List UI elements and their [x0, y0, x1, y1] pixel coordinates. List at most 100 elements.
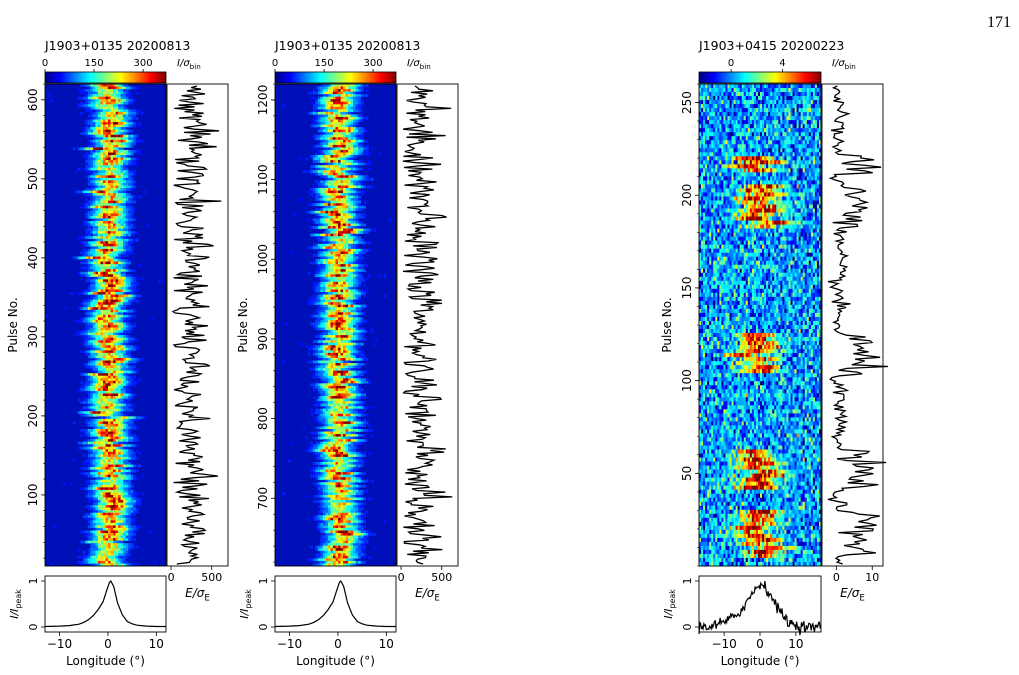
heatmap-cell [82, 398, 86, 402]
heatmap-cell [90, 449, 94, 453]
heatmap-cell [113, 302, 116, 306]
heatmap-cell [120, 510, 124, 514]
heatmap-cell [105, 251, 109, 255]
heatmap-cell [140, 111, 144, 115]
heatmap-cell [135, 500, 139, 503]
heatmap-cell [353, 84, 356, 87]
heatmap-cell [108, 560, 111, 564]
heatmap-cell [92, 137, 96, 141]
heatmap-cell [108, 464, 111, 468]
heatmap-cell [113, 365, 116, 369]
heatmap-cell [120, 312, 124, 316]
heatmap-cell [115, 322, 119, 326]
heatmap-cell [125, 451, 129, 455]
heatmap-cell [100, 373, 104, 377]
heatmap-cell [335, 203, 339, 207]
heatmap-cell [97, 233, 101, 237]
heatmap-cell [330, 109, 334, 113]
heatmap-cell [100, 340, 104, 344]
heatmap-cell [120, 276, 124, 280]
heatmap-cell [123, 350, 126, 354]
heatmap-cell [133, 294, 137, 298]
heatmap-cell [105, 172, 109, 176]
heatmap-cell [345, 114, 349, 118]
heatmap-cell [100, 413, 104, 417]
heatmap-cell [360, 220, 364, 224]
heatmap-cell [90, 94, 94, 97]
heatmap-cell [80, 104, 84, 108]
heatmap-cell [133, 99, 137, 103]
heatmap-cell [105, 335, 109, 338]
heatmap-cell [85, 444, 89, 448]
heatmap-cell [317, 233, 321, 237]
heatmap-cell [332, 208, 336, 212]
heatmap-cell [110, 147, 114, 151]
heatmap-cell [315, 106, 319, 110]
heatmap-cell [118, 302, 121, 306]
heatmap-cell [123, 218, 126, 222]
heatmap-cell [92, 342, 96, 346]
heatmap-cell [118, 266, 121, 270]
heatmap-cell [332, 84, 336, 87]
heatmap-cell [327, 218, 331, 222]
heatmap-cell [118, 413, 121, 417]
heatmap-cell [317, 195, 321, 199]
heatmap-cell [95, 86, 99, 90]
heatmap-cell [95, 535, 99, 539]
heatmap-cell [110, 188, 114, 191]
heatmap-cell [130, 177, 134, 181]
heatmap-cell [90, 492, 94, 496]
heatmap-cell [108, 390, 111, 394]
heatmap-cell [358, 162, 362, 166]
heatmap-cell [322, 233, 326, 237]
heatmap-cell [130, 101, 134, 105]
heatmap-cell [320, 167, 324, 171]
heatmap-cell [332, 220, 336, 224]
heatmap-cell [87, 96, 91, 100]
heatmap-cell [358, 134, 362, 138]
heatmap-cell [120, 281, 124, 285]
heatmap-cell [105, 543, 109, 547]
heatmap-cell [102, 253, 106, 257]
heatmap-cell [133, 314, 137, 318]
heatmap-cell [102, 114, 106, 118]
heatmap-cell [90, 505, 94, 508]
heatmap-cell [102, 132, 106, 136]
heatmap-cell [325, 215, 329, 219]
heatmap-cell [105, 461, 109, 465]
heatmap-cell [115, 368, 119, 371]
heatmap-cell [128, 505, 132, 508]
heatmap-cell [128, 500, 132, 503]
heatmap-cell [128, 383, 132, 387]
heatmap-cell [90, 439, 94, 442]
heatmap-cell [125, 180, 129, 184]
heatmap-cell [120, 401, 124, 404]
heatmap-cell [113, 185, 116, 189]
heatmap-cell [343, 208, 346, 212]
heatmap-cell [120, 91, 124, 95]
heatmap-cell [345, 137, 349, 141]
heatmap-cell [345, 132, 349, 136]
heatmap-cell [338, 111, 341, 115]
heatmap-cell [353, 152, 356, 156]
heatmap-cell [335, 147, 339, 151]
heatmap-cell [120, 560, 124, 564]
heatmap-cell [325, 149, 329, 153]
heatmap-cell [133, 530, 137, 534]
heatmap-cell [307, 203, 311, 207]
heatmap-cell [90, 497, 94, 501]
heatmap-cell [130, 137, 134, 141]
heatmap-cell [118, 84, 121, 87]
heatmap-cell [325, 228, 329, 232]
heatmap-cell [348, 124, 351, 128]
heatmap-cell [113, 160, 116, 163]
heatmap-cell [118, 86, 121, 90]
energy-tick-label: 500 [201, 571, 222, 584]
heatmap-cell [118, 535, 121, 539]
heatmap-cell [330, 198, 334, 201]
heatmap-cell [113, 137, 116, 141]
heatmap-cell [118, 231, 121, 234]
heatmap-cell [108, 461, 111, 465]
heatmap-cell [130, 96, 134, 100]
